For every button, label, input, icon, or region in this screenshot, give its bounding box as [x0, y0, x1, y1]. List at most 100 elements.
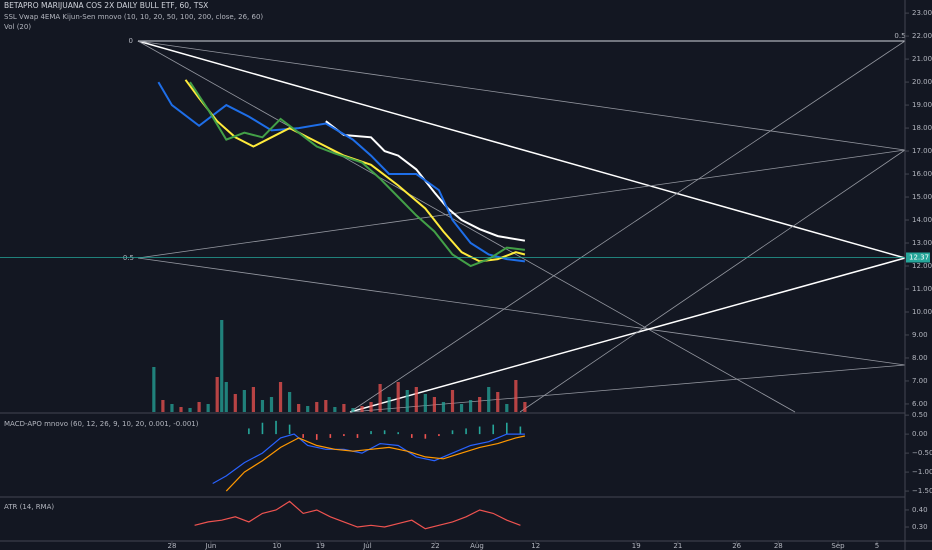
series-line [225, 435, 526, 492]
volume-bar [206, 404, 210, 412]
chart-title: BETAPRO MARIJUANA COS 2X DAILY BULL ETF,… [4, 1, 208, 10]
histogram-bar [261, 422, 264, 435]
indicator-label: SSL Vwap 4EMA Kijun-Sen mnovo (10, 10, 2… [4, 13, 263, 21]
volume-bar [306, 406, 310, 412]
y-tick-label: 9.00 [912, 331, 928, 339]
volume-bar [441, 402, 446, 412]
y-tick-label: 15.00 [912, 193, 932, 201]
volume-bar [505, 404, 509, 412]
volume-bar [188, 408, 192, 412]
volume-bar [478, 397, 482, 412]
x-tick-label: Jul [362, 542, 372, 550]
x-tick-label: Sep [831, 542, 845, 550]
fan-line [519, 149, 906, 413]
series-line [157, 81, 526, 263]
last-value-box [906, 252, 930, 263]
histogram-bar [465, 428, 467, 435]
histogram-bar [329, 434, 332, 438]
histogram-bar [248, 428, 250, 435]
y-tick-label: 19.00 [912, 101, 932, 109]
x-tick-label: 12 [531, 542, 540, 550]
x-tick-label: 26 [732, 542, 741, 550]
histogram-bar [288, 424, 291, 435]
y-tick-label: 10.00 [912, 308, 932, 316]
volume-bar [224, 382, 228, 412]
volume-bar [432, 397, 436, 412]
volume-bar [315, 402, 319, 412]
y-tick-label: 22.00 [912, 32, 932, 40]
fan-line [137, 149, 906, 259]
volume-bar [496, 392, 500, 412]
y-tick-label: 0.30 [912, 523, 928, 531]
x-tick-label: 19 [316, 542, 325, 550]
y-tick-label: 0.50 [912, 411, 928, 419]
volume-bar [324, 400, 328, 412]
series-line [194, 500, 521, 530]
last-value-label: 12.37 [909, 254, 929, 262]
histogram-bar [370, 431, 372, 435]
volume-bar [251, 387, 255, 412]
pane-title: ATR (14, RMA) [4, 503, 54, 511]
x-tick-label: 28 [167, 542, 176, 550]
volume-bar [459, 404, 464, 412]
volume-bar [414, 387, 418, 412]
volume-bar [197, 402, 201, 412]
x-tick-label: 5 [875, 542, 879, 550]
histogram-bar [275, 420, 277, 435]
y-tick-label: 11.00 [912, 285, 932, 293]
series-line [189, 81, 526, 268]
y-tick-label: 8.00 [912, 354, 928, 362]
volume-bar [514, 380, 518, 412]
volume-bar [161, 400, 165, 412]
x-tick-label: Aug [470, 542, 484, 550]
volume-bar [242, 390, 246, 412]
x-tick-label: 19 [632, 542, 641, 550]
y-tick-label: 6.00 [912, 400, 928, 408]
histogram-bar [519, 426, 522, 435]
volume-bar [333, 407, 337, 412]
volume-bar [170, 404, 174, 412]
histogram-bar [451, 430, 454, 435]
fan-line [137, 40, 906, 259]
volume-bar [297, 404, 301, 412]
x-tick-label: 21 [673, 542, 682, 550]
volume-bar [179, 407, 183, 412]
y-tick-label: 0.00 [912, 430, 928, 438]
x-tick-label: 10 [272, 542, 281, 550]
volume-bar [396, 382, 400, 412]
volume-bar [378, 384, 382, 412]
volume-bar [450, 390, 455, 412]
volume-bar [288, 392, 292, 412]
fan-line [137, 257, 906, 366]
fan-line [137, 40, 906, 151]
y-tick-label: 18.00 [912, 124, 932, 132]
pane-title: MACD-APO mnovo (60, 12, 26, 9, 10, 20, 0… [4, 420, 199, 428]
y-tick-label: −0.50 [912, 449, 932, 457]
fan-line [137, 40, 796, 413]
volume-bar [220, 320, 224, 412]
y-tick-label: −1.50 [912, 487, 932, 495]
fan-level: 0 [129, 37, 133, 45]
volume-bar [387, 397, 391, 412]
volume-bar [523, 402, 527, 412]
fan-level: 0.5 [123, 254, 134, 262]
volume-bar [278, 382, 283, 412]
y-tick-label: 0.40 [912, 506, 928, 514]
y-tick-label: 14.00 [912, 216, 932, 224]
y-tick-label: 20.00 [912, 78, 932, 86]
y-tick-label: 21.00 [912, 55, 932, 63]
volume-bar [215, 377, 219, 412]
fan-line [349, 40, 906, 413]
volume-bar [405, 390, 409, 412]
y-tick-label: 13.00 [912, 239, 932, 247]
y-tick-label: 23.00 [912, 9, 932, 17]
histogram-bar [478, 426, 481, 435]
volume-bar [269, 397, 274, 412]
volume-label: Vol (20) [4, 23, 31, 31]
y-tick-label: 7.00 [912, 377, 928, 385]
fan-line [349, 257, 906, 413]
histogram-bar [356, 434, 359, 438]
x-tick-label: 22 [431, 542, 440, 550]
